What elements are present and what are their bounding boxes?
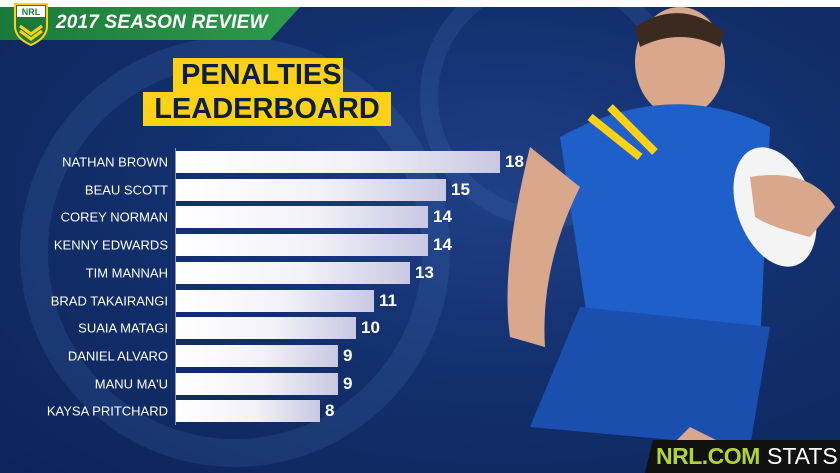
season-review-banner (0, 7, 300, 40)
bar-value-label: 11 (379, 290, 397, 310)
bar (176, 344, 338, 367)
bar-label: BEAU SCOTT (84, 182, 168, 198)
bar (176, 317, 356, 340)
chart-title-line-1: PENALTIES (173, 58, 343, 92)
bar-value-label: 10 (361, 318, 380, 338)
bar-value-label: 9 (343, 373, 353, 393)
bar-label: NATHAN BROWN (62, 154, 168, 170)
nrl-logo: NRL (14, 3, 48, 46)
bar (176, 151, 500, 173)
bar-label: COREY NORMAN (60, 209, 168, 225)
bar-label: KAYSA PRITCHARD (46, 403, 168, 419)
bar-value-label: 18 (505, 152, 524, 171)
bar-value-label: 13 (415, 262, 434, 282)
bar (176, 206, 428, 229)
bar (176, 400, 320, 423)
bar-value-label: 15 (451, 179, 470, 199)
banner-title: 2017 SEASON REVIEW (56, 12, 268, 33)
footer-bar (645, 440, 840, 473)
bar (176, 261, 410, 284)
axis-line (175, 148, 176, 425)
bar (176, 234, 428, 257)
bar-label: TIM MANNAH (85, 265, 168, 281)
bar-label: DANIEL ALVARO (67, 348, 168, 364)
bar-value-label: 8 (325, 401, 335, 421)
footer-stats: STATS (767, 443, 838, 469)
footer-brand: NRL.COM (656, 443, 760, 469)
player-photo (507, 7, 835, 473)
bar-value-label: 14 (433, 207, 452, 227)
bar-label: BRAD TAKAIRANGI (50, 293, 168, 308)
bar-value-label: 9 (343, 345, 353, 365)
svg-text:NRL: NRL (22, 7, 41, 17)
bar-label: SUAIA MATAGI (78, 320, 168, 336)
bar (176, 372, 338, 395)
chart-title-line-2: LEADERBOARD (143, 92, 391, 126)
bar-value-label: 14 (433, 235, 452, 255)
bar-label: KENNY EDWARDS (53, 237, 168, 253)
bar (176, 178, 446, 201)
bar (176, 289, 374, 312)
bar-label: MANU MA'U (94, 376, 168, 392)
